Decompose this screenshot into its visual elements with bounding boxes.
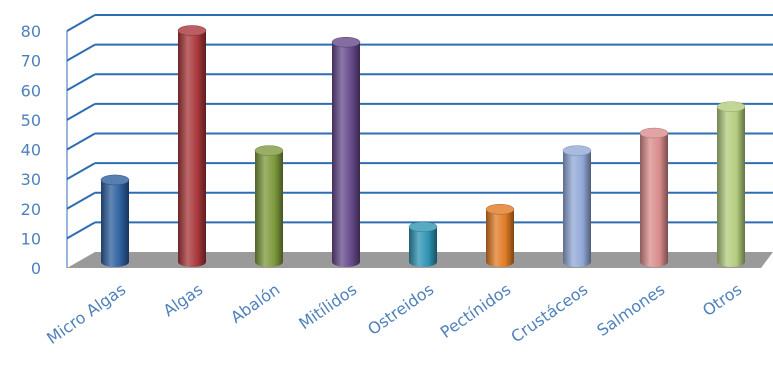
y-tick-label: 20 [21, 200, 41, 219]
gridline-side [66, 221, 96, 240]
bar-top [485, 204, 515, 215]
x-tick-label: Abalón [227, 280, 283, 327]
bar-top [562, 145, 592, 156]
y-tick-label: 80 [21, 22, 41, 41]
bar-body [255, 150, 283, 267]
bar-top [716, 101, 746, 112]
x-tick-label: Salmones [593, 280, 668, 340]
bar-top [639, 127, 669, 139]
y-tick-label: 50 [21, 111, 41, 130]
y-tick-label: 60 [21, 81, 41, 100]
bar-abalón [254, 145, 284, 267]
y-tick-label: 10 [21, 229, 41, 248]
x-tick-label: Micro Algas [43, 280, 129, 348]
y-tick-label: 0 [31, 259, 41, 278]
bar-top [254, 145, 284, 156]
bar-crustáceos [562, 145, 592, 267]
gridline-side [66, 73, 96, 92]
bar-body [101, 179, 129, 267]
bar-top [177, 25, 207, 36]
y-tick-label: 40 [21, 141, 41, 160]
bar-algas [177, 25, 207, 267]
y-tick-label: 70 [21, 52, 41, 71]
gridline-side [66, 191, 96, 210]
x-tick-label: Crustáceos [507, 280, 591, 347]
bar-pectínidos [485, 204, 515, 267]
bar-body [409, 226, 437, 267]
gridlines [66, 14, 773, 268]
gridline-side [66, 43, 96, 62]
bar-ostreidos [408, 221, 438, 267]
x-axis-labels: Micro Algas Algas Abalón Mitílidos Ostreidos… [43, 280, 745, 348]
bar-micro-algas [100, 174, 130, 267]
bar-mitílidos [331, 36, 361, 267]
bars [100, 25, 746, 267]
gridline-side [66, 103, 96, 121]
x-tick-label: Algas [160, 280, 207, 321]
x-tick-label: Otros [699, 280, 745, 320]
bar-top [408, 221, 438, 233]
bar-body [178, 30, 206, 267]
x-tick-label: Pectínidos [437, 280, 515, 342]
bar-body [486, 209, 514, 267]
bar-otros [716, 101, 746, 267]
bar-body [563, 150, 591, 267]
y-tick-label: 30 [21, 170, 41, 189]
bar-body [717, 106, 745, 267]
y-axis: 0 10 20 30 40 50 60 70 80 [21, 22, 41, 278]
bar-top [100, 174, 130, 186]
bar-salmones [639, 127, 669, 267]
gridline-side [66, 162, 96, 180]
bar-body [332, 42, 360, 267]
bar-top [331, 36, 361, 48]
gridline-side [66, 14, 96, 32]
gridline-side [66, 132, 96, 151]
bar-body [640, 133, 668, 267]
x-tick-label: Ostreidos [364, 280, 437, 339]
x-tick-label: Mitílidos [295, 280, 360, 334]
